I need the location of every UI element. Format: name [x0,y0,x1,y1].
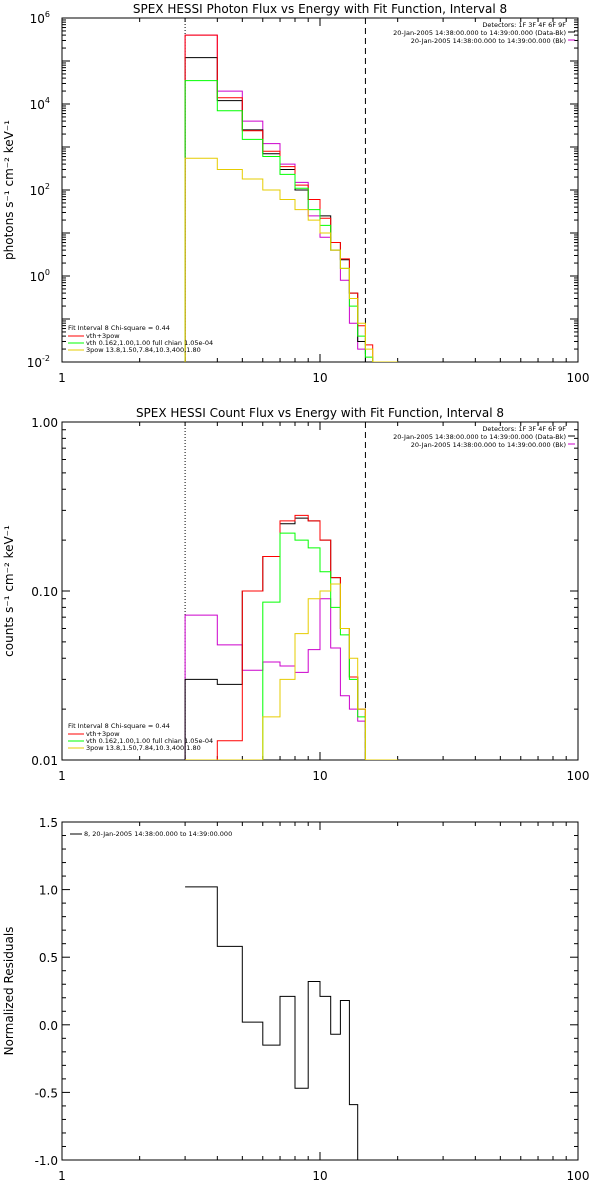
info-line: 20-Jan-2005 14:38:00.000 to 14:39:00.000… [393,29,566,37]
y-tick-label: 100 [30,268,50,284]
y-tick-exponent: -2 [42,354,50,363]
x-axis-ticks [61,422,567,760]
fit-interval-label: Fit Interval 8 Chi-square = 0.44 [68,722,170,730]
y-tick-base: 0.0 [39,1019,58,1033]
legend-entry: 8, 20-Jan-2005 14:38:00.000 to 14:39:00.… [84,830,232,838]
y-tick-base: 10 [30,98,45,112]
series-black-line [185,886,366,1160]
plot-frame [61,17,579,363]
chart-title: SPEX HESSI Count Flux vs Energy with Fit… [136,406,504,420]
y-tick-base: 10 [30,270,45,284]
y-tick-base: -0.5 [35,1086,58,1100]
y-tick-base: 1.5 [39,816,58,830]
x-tick-label: 1 [58,769,66,783]
y-tick-base: 1.0 [39,884,58,898]
y-axis-label: photons s⁻¹ cm⁻² keV⁻¹ [2,120,16,260]
y-axis-ticks [62,821,578,1161]
data-series-group [184,514,398,760]
x-tick-label: 10 [312,769,327,783]
y-tick-label: 0.0 [39,1019,58,1033]
y-tick-label: 1.0 [39,884,58,898]
x-tick-label: 100 [567,769,590,783]
y-tick-exponent: 0 [45,268,50,277]
x-tick-label: 1 [58,1169,66,1183]
info-line: Detectors: 1F 3F 4F 6F 9F [482,21,566,29]
y-tick-label: 0.5 [39,951,58,965]
y-tick-base: 0.5 [39,951,58,965]
y-tick-exponent: 2 [45,182,50,191]
info-line: 20-Jan-2005 14:38:00.000 to 14:39:00.000… [411,37,566,45]
y-tick-base: -1.0 [35,1154,58,1168]
data-series-group [184,34,398,362]
y-tick-label: 0.10 [31,585,58,599]
y-tick-base: 1.00 [31,416,58,430]
x-axis-ticks [61,822,567,1160]
info-line: 20-Jan-2005 14:38:00.000 to 14:39:00.000… [411,441,566,449]
y-tick-label: 1.00 [31,416,58,430]
legend-entry: 3pow 13.8,1.50,7.84,10.3,400,1.80 [86,346,201,354]
y-axis-ticks [62,19,578,363]
legend-entry: 3pow 13.8,1.50,7.84,10.3,400,1.80 [86,744,201,752]
series-magenta-line [184,34,366,362]
y-tick-label: 104 [30,96,50,112]
info-line: 20-Jan-2005 14:38:00.000 to 14:39:00.000… [393,433,566,441]
y-tick-base: 10 [30,184,45,198]
x-axis-ticks [61,18,567,362]
y-tick-base: 0.10 [31,585,58,599]
y-tick-label: 1.5 [39,816,58,830]
x-tick-label: 1 [58,371,66,385]
legend-entry: vth+3pow [86,332,120,340]
y-tick-label: 106 [30,10,50,26]
info-line: Detectors: 1F 3F 4F 6F 9F [482,425,566,433]
legend-entry: vth 0.162,1.00,1.00 full chian 1.05e-04 [86,737,213,745]
y-tick-label: 102 [30,182,50,198]
y-tick-label: -0.5 [35,1086,58,1100]
data-series-group [185,886,366,1160]
x-tick-label: 100 [567,371,590,385]
legend-entry: vth+3pow [86,730,120,738]
chart-panel-3: Normalized Residuals 1 10 100 -1.0 -0.5 0.0 0.5… [2,816,589,1183]
y-tick-exponent: 4 [45,96,50,105]
legend-entry: vth 0.162,1.00,1.00 full chian 1.05e-04 [86,339,213,347]
y-tick-base: 10 [30,12,45,26]
series-yellow-line [185,583,398,760]
y-axis-ticks [62,429,578,761]
chart-title: SPEX HESSI Photon Flux vs Energy with Fi… [133,2,507,16]
y-axis-label: Normalized Residuals [2,927,16,1056]
chart-panel-2: SPEX HESSI Count Flux vs Energy with Fit… [2,406,589,783]
series-yellow-line [184,157,398,362]
y-tick-label: 0.01 [31,754,58,768]
y-tick-label: 10-2 [27,354,50,370]
x-tick-label: 10 [312,371,327,385]
y-tick-exponent: 6 [45,10,50,19]
x-tick-label: 10 [312,1169,327,1183]
y-axis-label: counts s⁻¹ cm⁻² keV⁻¹ [2,525,16,657]
series-green-line [185,532,398,760]
y-tick-base: 0.01 [31,754,58,768]
y-tick-base: 10 [27,356,42,370]
x-tick-label: 100 [567,1169,590,1183]
chart-panel-1: SPEX HESSI Photon Flux vs Energy with Fi… [2,2,589,385]
fit-interval-label: Fit Interval 8 Chi-square = 0.44 [68,324,170,332]
y-tick-label: -1.0 [35,1154,58,1168]
